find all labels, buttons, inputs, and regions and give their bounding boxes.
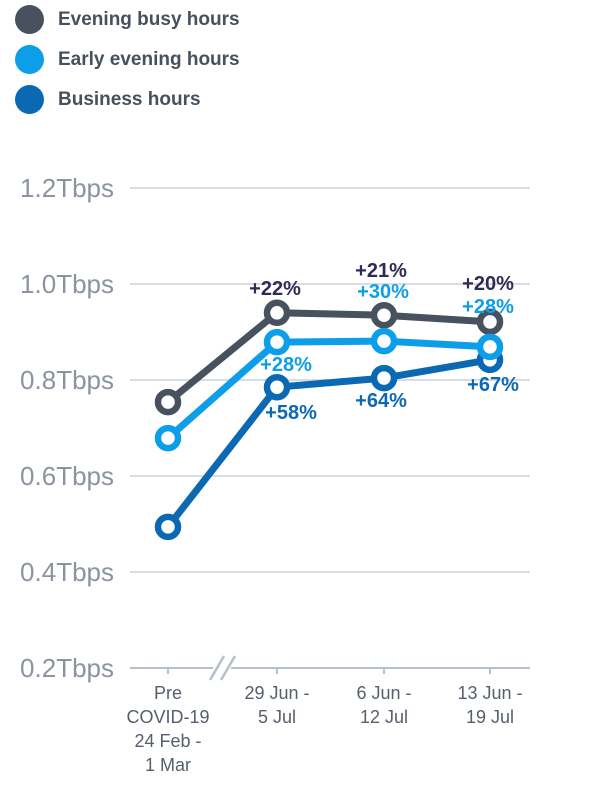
legend-label-early-evening-hours: Early evening hours <box>58 48 240 70</box>
data-point-evening-busy-hours <box>370 301 398 329</box>
legend-label-business-hours: Business hours <box>58 88 201 110</box>
series-line-early-evening-hours <box>164 337 494 442</box>
series-line-evening-busy-hours <box>164 309 494 406</box>
x-axis-label: 5 Jul <box>258 707 296 727</box>
annotation-early-evening-hours: +28% <box>260 354 312 376</box>
legend: Evening busy hours Early evening hours B… <box>15 5 240 125</box>
legend-item-evening-busy-hours: Evening busy hours <box>15 5 240 34</box>
y-axis-label: 1.2Tbps <box>20 173 114 203</box>
annotation-business-hours: +67% <box>467 374 519 396</box>
axis-break-icon <box>208 655 226 681</box>
y-axis-label: 0.2Tbps <box>20 653 114 683</box>
data-point-business-hours <box>263 373 291 401</box>
data-point-business-hours <box>370 364 398 392</box>
x-axis-label: 1 Mar <box>145 755 191 775</box>
x-axis-label: 29 Jun - <box>244 683 309 703</box>
data-point-business-hours <box>154 513 182 541</box>
data-point-evening-busy-hours <box>476 308 504 336</box>
axis-break-icon <box>219 655 237 681</box>
data-point-early-evening-hours <box>370 327 398 355</box>
annotation-evening-busy-hours: +22% <box>249 278 301 300</box>
y-axis-label: 1.0Tbps <box>20 269 114 299</box>
annotation-evening-busy-hours: +21% <box>355 260 407 282</box>
y-axis-label: 0.4Tbps <box>20 557 114 587</box>
data-point-evening-busy-hours <box>263 299 291 327</box>
annotation-early-evening-hours: +28% <box>462 296 514 318</box>
x-axis-label: 24 Feb - <box>134 731 201 751</box>
data-point-early-evening-hours <box>154 424 182 452</box>
y-axis-label: 0.6Tbps <box>20 461 114 491</box>
data-point-early-evening-hours <box>263 328 291 356</box>
annotation-early-evening-hours: +30% <box>357 281 409 303</box>
business-hours-dot-icon <box>15 85 44 114</box>
series-line-business-hours <box>164 356 494 531</box>
evening-busy-hours-dot-icon <box>15 5 44 34</box>
x-axis-label: Pre <box>154 683 182 703</box>
x-axis-label: 19 Jul <box>466 707 514 727</box>
legend-item-early-evening-hours: Early evening hours <box>15 45 240 74</box>
y-axis-label: 0.8Tbps <box>20 365 114 395</box>
legend-label-evening-busy-hours: Evening busy hours <box>58 8 240 30</box>
x-axis-label: 6 Jun - <box>356 683 411 703</box>
annotation-evening-busy-hours: +20% <box>462 273 514 295</box>
x-axis-label: 12 Jul <box>360 707 408 727</box>
data-point-evening-busy-hours <box>154 388 182 416</box>
annotation-business-hours: +58% <box>265 402 317 424</box>
early-evening-hours-dot-icon <box>15 45 44 74</box>
legend-item-business-hours: Business hours <box>15 85 240 114</box>
x-axis-label: 13 Jun - <box>457 683 522 703</box>
annotation-business-hours: +64% <box>355 390 407 412</box>
x-axis-label: COVID-19 <box>126 707 209 727</box>
data-point-early-evening-hours <box>476 333 504 361</box>
